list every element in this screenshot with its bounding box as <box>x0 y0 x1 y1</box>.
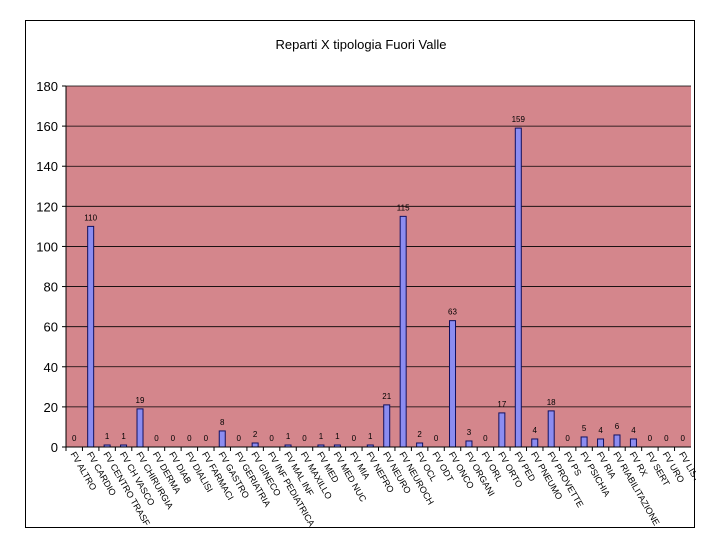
bar <box>514 127 522 448</box>
data-label: 6 <box>615 422 620 431</box>
chart-title: Reparti X tipologia Fuori Valle <box>275 37 446 52</box>
data-label: 0 <box>187 434 192 443</box>
y-tick-label: 20 <box>44 400 58 415</box>
y-axis-ticks: 0 20 40 60 80 100 120 140 160 180 <box>36 79 66 455</box>
bar <box>399 215 407 448</box>
chart-frame: Reparti X tipologia Fuori Valle 0 20 40 60 8… <box>25 20 696 528</box>
data-label: 1 <box>105 432 110 441</box>
data-label: 0 <box>648 434 653 443</box>
y-tick-label: 180 <box>36 79 58 94</box>
data-label: 0 <box>664 434 669 443</box>
y-tick-label: 60 <box>44 320 58 335</box>
data-label: 0 <box>483 434 488 443</box>
data-label: 0 <box>434 434 439 443</box>
bar <box>87 225 95 448</box>
data-label: 0 <box>204 434 209 443</box>
data-label: 1 <box>319 432 324 441</box>
y-tick-label: 80 <box>44 280 58 295</box>
data-label: 159 <box>512 115 526 124</box>
data-label: 63 <box>448 308 457 317</box>
data-label: 0 <box>681 434 686 443</box>
y-tick-label: 140 <box>36 159 58 174</box>
data-label: 110 <box>84 213 97 222</box>
data-label: 0 <box>352 434 357 443</box>
bar <box>498 412 506 448</box>
bar <box>547 410 555 448</box>
bar <box>449 320 457 448</box>
data-label: 0 <box>236 434 241 443</box>
data-label: 0 <box>565 434 570 443</box>
data-label: 115 <box>397 203 410 212</box>
bar-chart: Reparti X tipologia Fuori Valle 02040608… <box>36 37 696 528</box>
data-label: 1 <box>368 432 373 441</box>
bar <box>597 438 605 448</box>
bar <box>251 442 259 448</box>
data-label: 4 <box>631 426 636 435</box>
data-label: 17 <box>497 400 506 409</box>
data-label: 4 <box>533 426 538 435</box>
bar <box>580 436 588 448</box>
data-label: 2 <box>417 430 422 439</box>
y-tick-label: 0 <box>51 440 58 455</box>
data-label: 0 <box>72 434 77 443</box>
bar <box>218 430 226 448</box>
y-tick-label: 100 <box>36 239 58 254</box>
data-label: 1 <box>286 432 291 441</box>
data-label: 0 <box>302 434 307 443</box>
bar <box>531 438 539 448</box>
data-label: 8 <box>220 418 225 427</box>
data-label: 1 <box>121 432 126 441</box>
data-label: 0 <box>171 434 176 443</box>
data-label: 4 <box>598 426 603 435</box>
y-tick-label: 160 <box>36 119 58 134</box>
data-label: 5 <box>582 424 587 433</box>
data-label: 19 <box>136 396 145 405</box>
bar <box>613 434 621 448</box>
data-label: 18 <box>547 398 556 407</box>
data-label: 2 <box>253 430 258 439</box>
y-tick-label: 40 <box>44 360 58 375</box>
gridlines <box>66 85 691 448</box>
data-label: 3 <box>467 428 472 437</box>
data-label: 1 <box>335 432 340 441</box>
bar <box>416 442 424 448</box>
data-label: 0 <box>269 434 274 443</box>
bar <box>383 404 391 448</box>
bar <box>465 440 473 448</box>
data-label: 0 <box>154 434 159 443</box>
plot-area <box>66 86 691 447</box>
bar <box>629 438 637 448</box>
y-tick-label: 120 <box>36 199 58 214</box>
bars <box>87 127 637 448</box>
bar <box>136 408 144 448</box>
data-label: 21 <box>382 392 391 401</box>
